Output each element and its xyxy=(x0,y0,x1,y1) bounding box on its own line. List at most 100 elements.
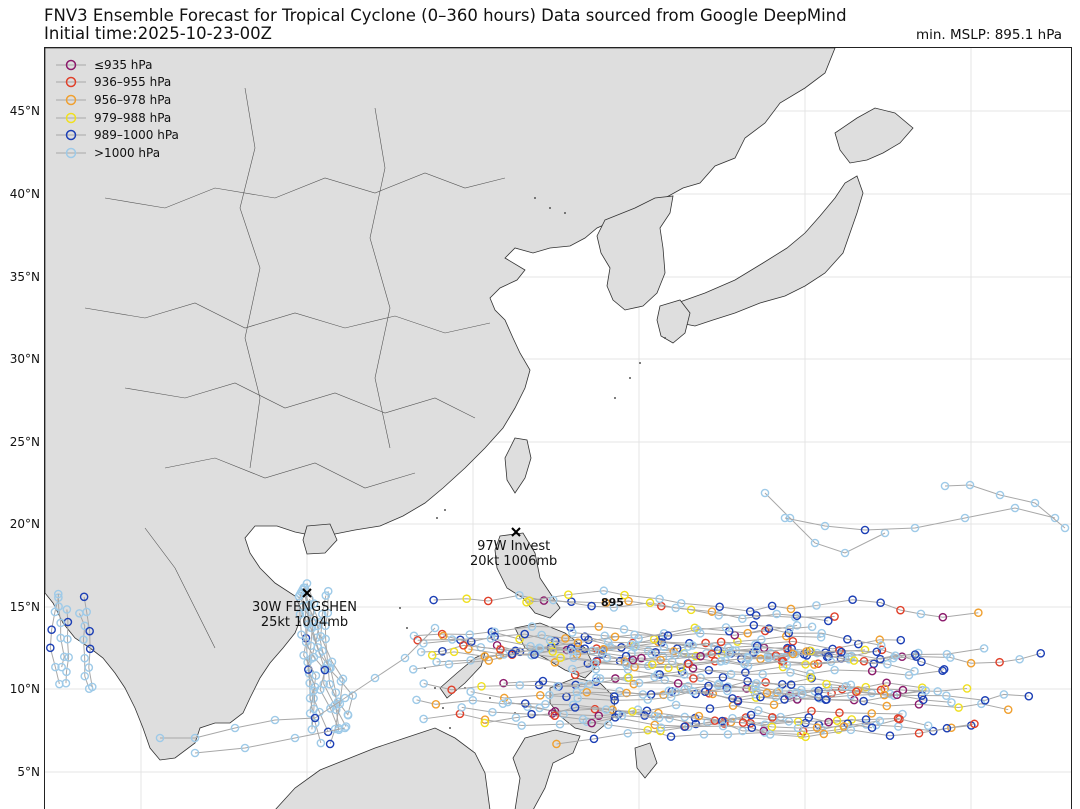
track-point xyxy=(696,651,705,661)
track-line xyxy=(764,492,886,554)
track-point xyxy=(714,679,724,689)
track-point xyxy=(877,645,887,655)
track-point xyxy=(85,644,95,654)
legend-circle-icon xyxy=(56,147,86,159)
track-point xyxy=(316,738,326,748)
track-point xyxy=(270,715,280,725)
track-point xyxy=(444,659,454,669)
track-point xyxy=(477,682,486,691)
track-point xyxy=(325,679,334,689)
track-line xyxy=(470,688,798,706)
storm-30w-marker xyxy=(302,588,312,598)
storm-name: 30W FENGSHEN xyxy=(252,600,357,615)
track-point xyxy=(792,621,802,630)
track-point xyxy=(824,717,833,727)
track-point xyxy=(867,709,877,718)
track-point xyxy=(713,680,723,690)
lat-tick-15: 15°N xyxy=(9,600,40,614)
track-point xyxy=(623,728,633,738)
track-point xyxy=(602,653,612,663)
track-point xyxy=(308,618,318,627)
track-point xyxy=(321,591,331,600)
track-point xyxy=(567,664,577,674)
track-point xyxy=(515,591,524,600)
track-point xyxy=(714,611,724,620)
track-point xyxy=(601,705,611,714)
track-point xyxy=(763,653,773,663)
track-point xyxy=(938,612,948,622)
track-point xyxy=(962,684,972,693)
track-point xyxy=(738,718,748,728)
legend-circle-icon xyxy=(56,94,86,106)
track-line xyxy=(413,631,822,647)
lat-tick-30: 30°N xyxy=(9,352,40,366)
track-point xyxy=(756,692,765,702)
track-point xyxy=(753,706,763,715)
track-line xyxy=(784,507,1056,531)
track-point xyxy=(466,656,475,665)
track-point xyxy=(619,625,629,634)
track-point xyxy=(892,690,902,700)
track-point xyxy=(965,480,975,490)
track-point xyxy=(80,671,90,681)
track-point xyxy=(230,723,240,733)
lat-tick-5: 5°N xyxy=(17,765,40,779)
track-point xyxy=(643,695,653,704)
track-point xyxy=(999,690,1009,699)
track-point xyxy=(793,723,803,733)
track-point xyxy=(918,695,928,705)
track-point xyxy=(921,686,931,696)
track-point xyxy=(650,672,659,682)
track-point xyxy=(299,650,308,660)
track-point xyxy=(408,664,418,674)
track-point xyxy=(723,682,733,691)
track-point xyxy=(667,657,677,666)
track-point xyxy=(87,682,97,692)
track-point xyxy=(601,598,611,608)
track-point xyxy=(419,679,429,688)
track-point xyxy=(757,635,766,644)
track-point xyxy=(663,631,673,640)
track-point xyxy=(631,641,640,651)
storm-30w-label: 30W FENGSHEN 25kt 1004mb xyxy=(252,600,357,630)
track-point xyxy=(297,630,306,639)
track-point xyxy=(522,597,531,607)
track-line xyxy=(421,624,813,653)
track-point xyxy=(520,629,530,639)
track-point xyxy=(970,719,979,729)
track-point xyxy=(320,665,330,675)
track-point xyxy=(815,694,825,703)
track-point xyxy=(851,687,861,697)
track-point xyxy=(810,538,820,548)
track-point xyxy=(741,668,750,677)
track-point xyxy=(942,723,952,733)
track-point xyxy=(780,695,789,704)
legend-label: >1000 hPa xyxy=(94,145,161,160)
track-point xyxy=(318,609,327,619)
track-point xyxy=(650,712,659,721)
track-point xyxy=(490,627,499,637)
track-point xyxy=(59,652,69,662)
legend-circle-icon xyxy=(56,59,86,71)
track-point xyxy=(751,611,761,620)
japan-kyushu xyxy=(656,299,691,344)
track-point xyxy=(462,594,471,604)
track-point xyxy=(768,713,777,722)
track-point xyxy=(594,622,604,631)
track-point xyxy=(431,700,441,709)
track-point xyxy=(573,638,583,648)
track-point xyxy=(680,670,689,679)
track-point xyxy=(628,707,637,716)
track-line xyxy=(160,627,436,739)
initial-time: Initial time:2025-10-23-00Z xyxy=(44,24,272,43)
track-point xyxy=(875,716,885,726)
track-point xyxy=(303,620,312,629)
track-point xyxy=(468,695,478,705)
track-point xyxy=(548,595,558,605)
track-point xyxy=(656,723,666,732)
legend-item-956-978: 956–978 hPa xyxy=(56,91,179,109)
track-point xyxy=(751,640,760,649)
track-point xyxy=(974,608,983,618)
track-point xyxy=(723,643,733,652)
borneo xyxy=(275,727,491,809)
